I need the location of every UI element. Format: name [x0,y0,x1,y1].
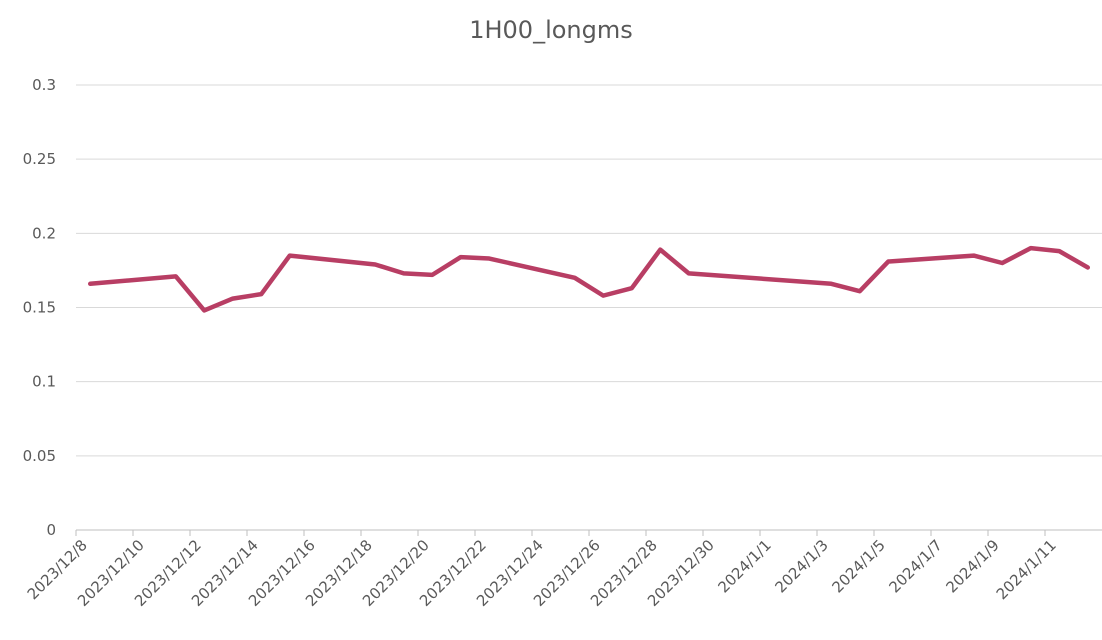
y-tick-label: 0.15 [23,299,56,317]
x-tick-label: 2024/1/5 [828,536,888,596]
y-tick-label: 0.05 [23,447,56,465]
x-tick-label: 2024/1/3 [771,536,831,596]
x-tick-label: 2024/1/7 [885,536,945,596]
y-tick-label: 0.2 [32,224,56,242]
x-tick-label: 2024/1/11 [993,536,1060,603]
y-tick-label: 0.3 [32,76,56,94]
data-line [88,245,1090,313]
x-tick-label: 2024/1/9 [942,536,1002,596]
y-tick-label: 0 [46,521,56,539]
y-tick-label: 0.1 [32,373,56,391]
chart-title: 1H00_longms [469,16,633,44]
x-tick-label: 2024/1/1 [714,536,774,596]
y-tick-label: 0.25 [23,150,56,168]
